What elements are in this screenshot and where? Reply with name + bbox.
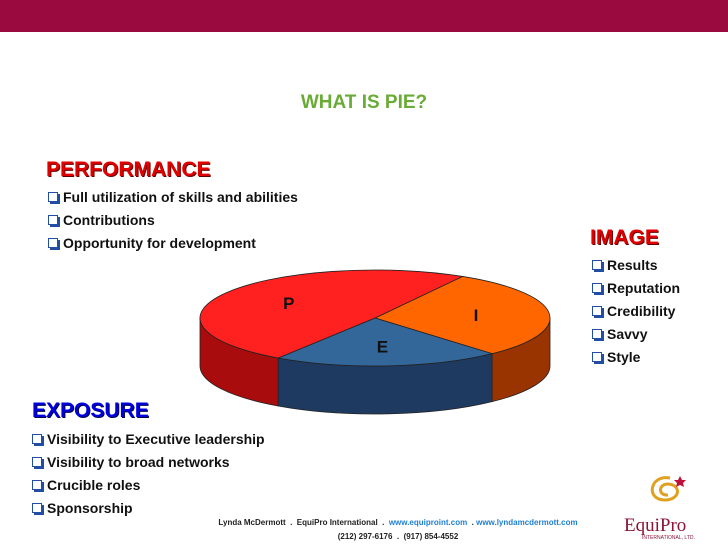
slice-label: P bbox=[283, 294, 294, 313]
footer-text: EquiPro International bbox=[296, 518, 378, 527]
item: Visibility to broad networks bbox=[32, 451, 265, 474]
item: Results bbox=[592, 254, 680, 277]
logo: EquiPro bbox=[624, 515, 687, 536]
list: Full utilization of skills and abilities… bbox=[48, 186, 298, 255]
link[interactable]: www.lyndamcdermott.com bbox=[476, 518, 578, 527]
item: Sponsorship bbox=[32, 497, 265, 520]
title: WHAT IS PIE? bbox=[300, 92, 428, 113]
item: Opportunity for development bbox=[48, 232, 298, 255]
footer-text: Lynda McDermott bbox=[218, 518, 286, 527]
item: Savvy bbox=[592, 323, 680, 346]
list: Results Reputation Credibility Savvy Sty… bbox=[592, 254, 680, 369]
slice bbox=[199, 269, 464, 359]
slice bbox=[276, 317, 494, 367]
link[interactable]: www.equiproint.com bbox=[388, 518, 468, 527]
item: Contributions bbox=[48, 209, 298, 232]
heading: EXPOSURE bbox=[32, 399, 149, 422]
heading: IMAGE bbox=[590, 226, 659, 249]
footer-text: (917) 854-4552 bbox=[403, 532, 459, 541]
slice bbox=[373, 276, 551, 355]
item: Reputation bbox=[592, 277, 680, 300]
footer: (212) 297-6176 . (917) 854-4552 bbox=[337, 532, 459, 541]
item: Crucible roles bbox=[32, 474, 265, 497]
item: Credibility bbox=[592, 300, 680, 323]
top-bar bbox=[0, 0, 728, 32]
logo-mark bbox=[650, 476, 686, 502]
item: Visibility to Executive leadership bbox=[32, 428, 265, 451]
item: Full utilization of skills and abilities bbox=[48, 186, 298, 209]
heading: PERFORMANCE bbox=[46, 158, 211, 181]
logo-sub: INTERNATIONAL, LTD. bbox=[642, 535, 695, 541]
footer-text: (212) 297-6176 bbox=[337, 532, 393, 541]
slice-label: I bbox=[474, 306, 479, 325]
slice-label: E bbox=[377, 338, 388, 357]
item: Style bbox=[592, 346, 680, 369]
list: Visibility to Executive leadership Visib… bbox=[32, 428, 265, 520]
footer: Lynda McDermott . EquiPro International … bbox=[218, 518, 578, 527]
